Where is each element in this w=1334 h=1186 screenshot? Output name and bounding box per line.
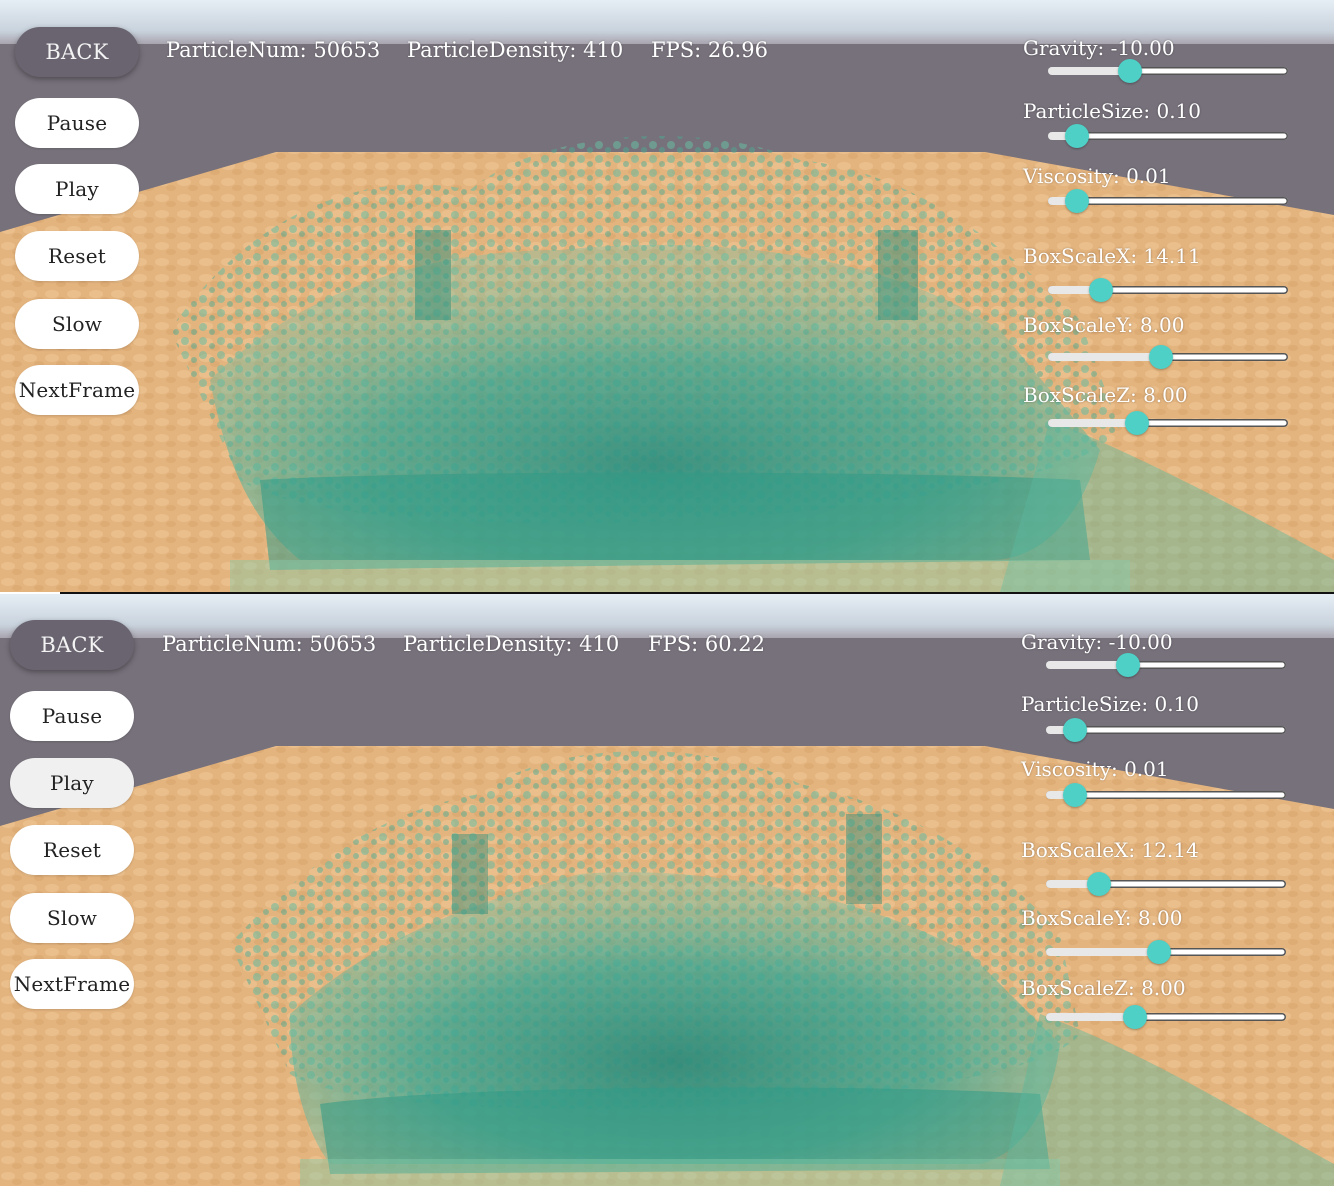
box-scale-y-label: BoxScaleY: 8.00 xyxy=(1021,906,1183,930)
slow-button[interactable]: Slow xyxy=(15,299,139,349)
particle-num-readout: ParticleNum: 50653 xyxy=(162,632,377,656)
slider-knob[interactable] xyxy=(1148,345,1173,369)
pause-button[interactable]: Pause xyxy=(15,98,139,148)
gravity-slider[interactable] xyxy=(1046,653,1286,677)
slider-knob[interactable] xyxy=(1122,1005,1147,1029)
slider-fill xyxy=(1046,726,1075,734)
play-button[interactable]: Play xyxy=(15,164,139,214)
particle-size-slider[interactable] xyxy=(1048,124,1288,148)
particle-size-slider[interactable] xyxy=(1046,718,1286,742)
slider-fill xyxy=(1048,286,1101,294)
box-scale-x-slider[interactable] xyxy=(1046,872,1286,896)
next-frame-button[interactable]: NextFrame xyxy=(10,959,134,1009)
fluid-scene-render[interactable] xyxy=(0,594,1334,1186)
back-button[interactable]: BACK xyxy=(10,620,134,670)
slider-fill xyxy=(1046,661,1128,669)
slider-knob[interactable] xyxy=(1088,278,1113,302)
play-button[interactable]: Play xyxy=(10,758,134,808)
particle-density-readout: ParticleDensity: 410 xyxy=(403,632,620,656)
sky-strip xyxy=(0,0,1334,44)
slider-knob[interactable] xyxy=(1086,872,1111,896)
panel-divider xyxy=(60,592,1334,594)
viscosity-label: Viscosity: 0.01 xyxy=(1023,164,1171,188)
simulation-view-top: BACK Pause Play Reset Slow NextFrame Par… xyxy=(0,0,1334,592)
slider-fill xyxy=(1048,419,1137,427)
slider-knob[interactable] xyxy=(1064,189,1089,213)
reset-button[interactable]: Reset xyxy=(10,825,134,875)
box-scale-y-slider[interactable] xyxy=(1046,940,1286,964)
box-scale-z-slider[interactable] xyxy=(1048,411,1288,435)
slider-knob[interactable] xyxy=(1115,653,1140,677)
particle-num-readout: ParticleNum: 50653 xyxy=(166,38,381,62)
slider-knob[interactable] xyxy=(1117,59,1142,83)
box-scale-x-label: BoxScaleX: 12.14 xyxy=(1021,838,1199,862)
box-scale-z-label: BoxScaleZ: 8.00 xyxy=(1023,383,1188,407)
slider-fill xyxy=(1046,948,1159,956)
slider-knob[interactable] xyxy=(1062,718,1087,742)
fps-readout: FPS: 26.96 xyxy=(651,38,768,62)
slider-knob[interactable] xyxy=(1124,411,1149,435)
simulation-view-bottom: BACK Pause Play Reset Slow NextFrame Par… xyxy=(0,594,1334,1186)
gravity-label: Gravity: -10.00 xyxy=(1021,630,1173,654)
particle-size-label: ParticleSize: 0.10 xyxy=(1023,99,1202,123)
box-scale-z-label: BoxScaleZ: 8.00 xyxy=(1021,976,1186,1000)
slider-fill xyxy=(1048,353,1161,361)
slider-fill xyxy=(1046,791,1075,799)
box-scale-x-label: BoxScaleX: 14.11 xyxy=(1023,244,1201,268)
box-scale-z-slider[interactable] xyxy=(1046,1005,1286,1029)
gravity-slider[interactable] xyxy=(1048,59,1288,83)
slider-fill xyxy=(1048,197,1077,205)
pause-button[interactable]: Pause xyxy=(10,691,134,741)
fluid-scene-render[interactable] xyxy=(0,0,1334,592)
box-scale-y-label: BoxScaleY: 8.00 xyxy=(1023,313,1185,337)
gravity-label: Gravity: -10.00 xyxy=(1023,36,1175,60)
reset-button[interactable]: Reset xyxy=(15,231,139,281)
slider-fill xyxy=(1046,1013,1135,1021)
box-scale-y-slider[interactable] xyxy=(1048,345,1288,369)
next-frame-button[interactable]: NextFrame xyxy=(15,365,139,415)
slider-fill xyxy=(1048,132,1077,140)
box-scale-x-slider[interactable] xyxy=(1048,278,1288,302)
viscosity-slider[interactable] xyxy=(1048,189,1288,213)
viscosity-label: Viscosity: 0.01 xyxy=(1021,757,1169,781)
slider-knob[interactable] xyxy=(1062,783,1087,807)
slider-knob[interactable] xyxy=(1064,124,1089,148)
slow-button[interactable]: Slow xyxy=(10,893,134,943)
particle-size-label: ParticleSize: 0.10 xyxy=(1021,692,1200,716)
slider-fill xyxy=(1046,880,1099,888)
fps-readout: FPS: 60.22 xyxy=(648,632,765,656)
sky-strip xyxy=(0,594,1334,638)
slider-knob[interactable] xyxy=(1146,940,1171,964)
back-button[interactable]: BACK xyxy=(15,27,139,77)
slider-fill xyxy=(1048,67,1130,75)
viscosity-slider[interactable] xyxy=(1046,783,1286,807)
particle-density-readout: ParticleDensity: 410 xyxy=(407,38,624,62)
